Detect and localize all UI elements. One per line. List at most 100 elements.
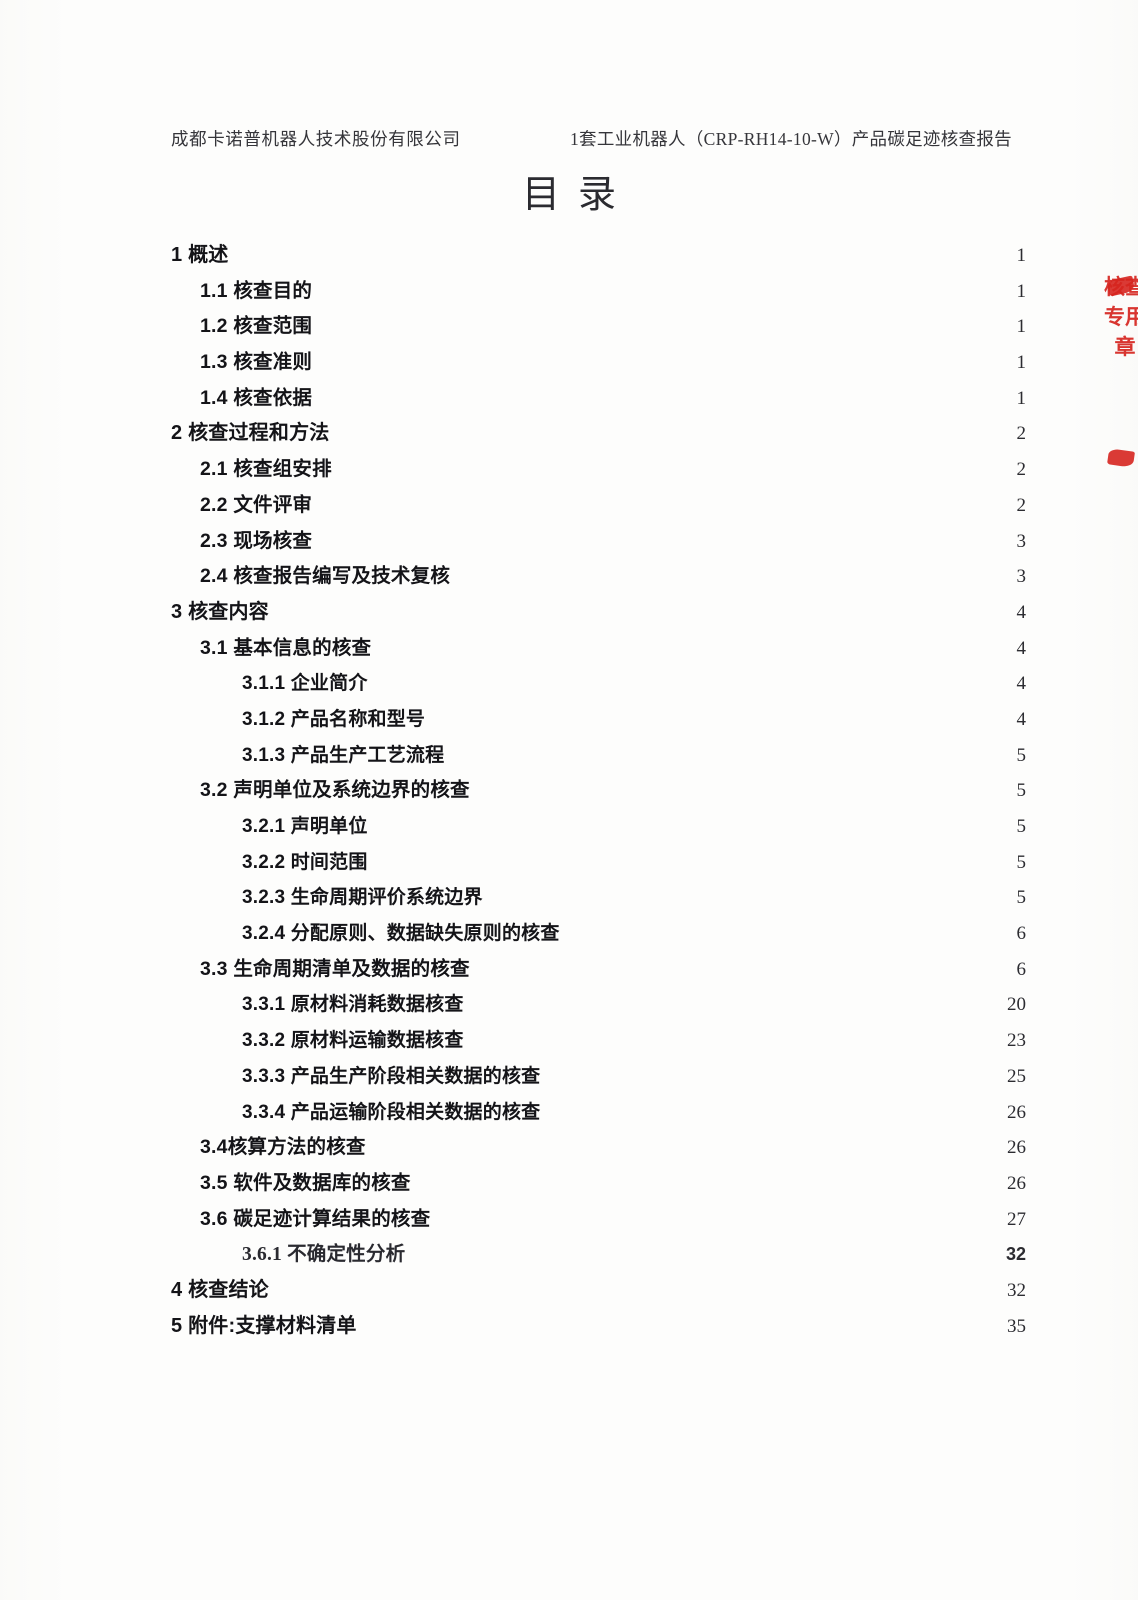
toc-entry[interactable]: 1.3 核查准则 1 <box>171 345 1026 381</box>
toc-leader-dots <box>336 459 989 475</box>
toc-entry[interactable]: 3.1 基本信息的核查 4 <box>171 631 1026 667</box>
toc-entry-page-number: 3 <box>1016 530 1027 552</box>
toc-entry-label: 3.3 生命周期清单及数据的核查 <box>200 957 470 980</box>
seal-text: 核查专用章 <box>1104 275 1138 359</box>
toc-entry-label: 3 核查内容 <box>171 600 269 623</box>
toc-leader-dots <box>468 994 989 1010</box>
toc-entry[interactable]: 3.6.1 不确定性分析 32 <box>171 1237 1026 1273</box>
toc-entry[interactable]: 3.2.2 时间范围 5 <box>171 845 1026 881</box>
toc-entry-page-number: 5 <box>1016 887 1027 909</box>
table-of-contents: 1 概述11.1 核查目的11.2 核查范围11.3 核查准则11.4 核查依据… <box>171 238 1026 1344</box>
toc-entry-label: 4 核查结论 <box>171 1278 269 1301</box>
toc-entry-label: 3.3.1 原材料消耗数据核查 <box>242 994 464 1016</box>
toc-entry-page-number: 3 <box>1016 566 1027 588</box>
toc-leader-dots <box>434 1209 989 1225</box>
toc-entry[interactable]: 3.2.3 生命周期评价系统边界 5 <box>171 880 1026 916</box>
toc-entry[interactable]: 3.1.3 产品生产工艺流程 5 <box>171 738 1026 774</box>
toc-entry[interactable]: 3.4核算方法的核查 26 <box>171 1130 1026 1166</box>
toc-entry-label: 3.4核算方法的核查 <box>200 1136 366 1159</box>
toc-entry-label: 3.2.2 时间范围 <box>242 851 368 873</box>
toc-entry[interactable]: 3.2.1 声明单位 5 <box>171 809 1026 845</box>
toc-entry-page-number: 4 <box>1016 601 1027 623</box>
red-seal-stamp: 核查专用章 <box>1098 272 1138 472</box>
toc-entry[interactable]: 1.1 核查目的 1 <box>171 274 1026 310</box>
toc-entry-label: 2.1 核查组安排 <box>200 458 332 481</box>
header-report-title: 1套工业机器人（CRP-RH14-10-W）产品碳足迹核查报告 <box>570 129 1012 149</box>
toc-leader-dots <box>415 1173 989 1189</box>
toc-leader-dots <box>316 352 989 368</box>
toc-leader-dots <box>448 745 989 761</box>
toc-entry[interactable]: 1.2 核查范围 1 <box>171 309 1026 345</box>
toc-entry-page-number: 6 <box>1016 923 1027 945</box>
toc-entry-page-number: 1 <box>1016 316 1027 338</box>
toc-entry-page-number: 35 <box>1007 1315 1026 1337</box>
toc-entry[interactable]: 3.3.1 原材料消耗数据核查 20 <box>171 987 1026 1023</box>
toc-leader-dots <box>564 923 989 939</box>
toc-entry-label: 3.2.1 声明单位 <box>242 816 368 837</box>
toc-entry[interactable]: 3 核查内容 4 <box>171 595 1026 631</box>
toc-entry-page-number: 2 <box>1016 494 1027 516</box>
toc-leader-dots <box>372 852 989 868</box>
toc-leader-dots <box>316 531 989 547</box>
toc-leader-dots <box>316 495 989 511</box>
toc-leader-dots <box>474 959 989 975</box>
toc-entry-label: 3.1.2 产品名称和型号 <box>242 708 426 730</box>
toc-entry-page-number: 1 <box>1016 245 1027 266</box>
toc-entry-label: 3.3.3 产品生产阶段相关数据的核查 <box>242 1065 541 1087</box>
toc-entry[interactable]: 3.5 软件及数据库的核查 26 <box>171 1166 1026 1202</box>
toc-entry[interactable]: 3.1.1 企业简介 4 <box>171 666 1026 702</box>
toc-leader-dots <box>273 1280 989 1296</box>
toc-entry-page-number: 5 <box>1016 816 1027 837</box>
toc-entry-page-number: 32 <box>1007 1279 1026 1301</box>
toc-entry-label: 1.2 核查范围 <box>200 315 313 338</box>
running-header: 成都卡诺普机器人技术股份有限公司 1套工业机器人（CRP-RH14-10-W）产… <box>0 126 1138 152</box>
toc-entry[interactable]: 2.1 核查组安排 2 <box>171 452 1026 488</box>
toc-entry[interactable]: 4 核查结论 32 <box>171 1273 1026 1309</box>
toc-entry-page-number: 26 <box>1007 1172 1026 1194</box>
toc-leader-dots <box>544 1066 989 1082</box>
toc-entry-label: 1 概述 <box>171 244 229 266</box>
toc-leader-dots <box>474 780 989 796</box>
toc-entry-page-number: 6 <box>1016 958 1027 980</box>
toc-entry[interactable]: 2.2 文件评审 2 <box>171 488 1026 524</box>
seal-ink-blob-bottom <box>1107 448 1135 468</box>
toc-entry-page-number: 23 <box>1007 1030 1026 1052</box>
toc-entry[interactable]: 2.3 现场核查 3 <box>171 524 1026 560</box>
toc-entry[interactable]: 1 概述 1 <box>171 238 1026 274</box>
toc-entry-label: 5 附件:支撑材料清单 <box>171 1314 357 1337</box>
toc-entry-page-number: 4 <box>1016 673 1027 695</box>
toc-leader-dots <box>333 423 989 439</box>
toc-entry[interactable]: 3.2 声明单位及系统边界的核查 5 <box>171 773 1026 809</box>
toc-entry-label: 3.2.3 生命周期评价系统边界 <box>242 887 483 909</box>
toc-entry-label: 2.2 文件评审 <box>200 493 313 516</box>
toc-entry-label: 3.5 软件及数据库的核查 <box>200 1171 411 1194</box>
toc-entry[interactable]: 3.3 生命周期清单及数据的核查 6 <box>171 952 1026 988</box>
toc-entry-page-number: 5 <box>1016 851 1027 873</box>
toc-entry-page-number: 32 <box>1005 1244 1026 1265</box>
toc-leader-dots <box>316 388 989 404</box>
toc-entry-label: 3.2 声明单位及系统边界的核查 <box>200 779 470 802</box>
toc-entry[interactable]: 1.4 核查依据 1 <box>171 381 1026 417</box>
toc-entry[interactable]: 3.3.3 产品生产阶段相关数据的核查 25 <box>171 1059 1026 1095</box>
toc-entry-label: 2 核查过程和方法 <box>171 422 330 445</box>
toc-entry[interactable]: 3.2.4 分配原则、数据缺失原则的核查 6 <box>171 916 1026 952</box>
toc-leader-dots <box>370 1137 989 1153</box>
toc-entry[interactable]: 2.4 核查报告编写及技术复核 3 <box>171 559 1026 595</box>
toc-entry-page-number: 20 <box>1007 994 1026 1016</box>
toc-entry-page-number: 27 <box>1007 1208 1026 1230</box>
toc-leader-dots <box>372 673 989 689</box>
toc-entry-label: 2.4 核查报告编写及技术复核 <box>200 565 451 588</box>
toc-entry-page-number: 26 <box>1007 1137 1026 1159</box>
toc-entry[interactable]: 3.3.4 产品运输阶段相关数据的核查 26 <box>171 1095 1026 1131</box>
toc-entry[interactable]: 3.6 碳足迹计算结果的核查 27 <box>171 1202 1026 1238</box>
toc-entry[interactable]: 3.3.2 原材料运输数据核查 23 <box>171 1023 1026 1059</box>
toc-entry[interactable]: 2 核查过程和方法 2 <box>171 416 1026 452</box>
toc-entry-label: 1.3 核查准则 <box>200 351 313 374</box>
toc-entry[interactable]: 3.1.2 产品名称和型号 4 <box>171 702 1026 738</box>
toc-entry-label: 3.6 碳足迹计算结果的核查 <box>200 1207 431 1230</box>
toc-entry-page-number: 1 <box>1016 387 1027 409</box>
toc-leader-dots <box>429 709 989 725</box>
toc-entry[interactable]: 5 附件:支撑材料清单 35 <box>171 1309 1026 1345</box>
toc-leader-dots <box>361 1316 989 1332</box>
